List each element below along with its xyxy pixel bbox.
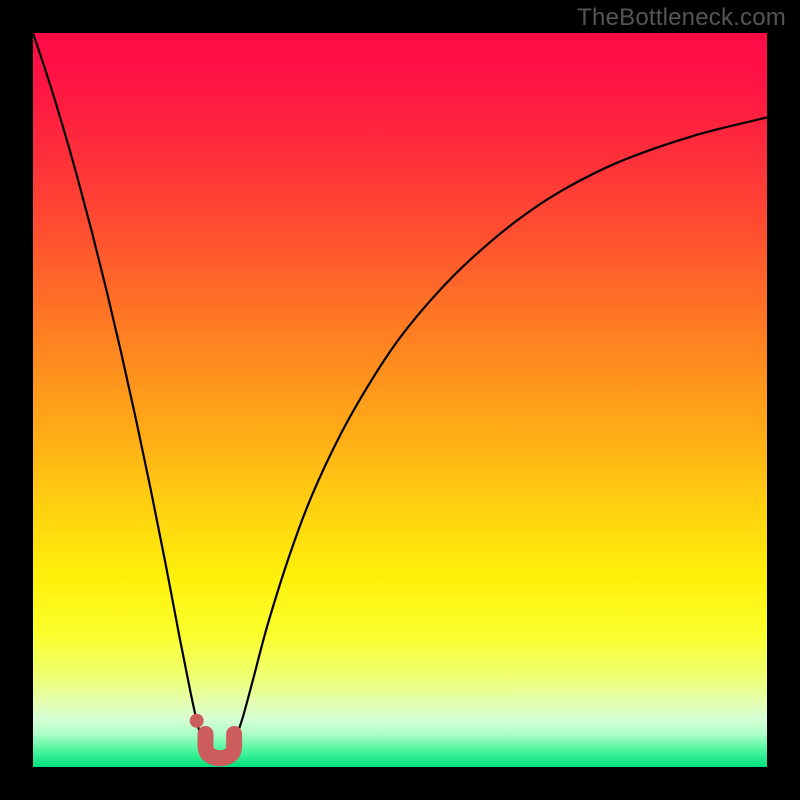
bottom-marker-dot xyxy=(190,714,204,728)
watermark-text: TheBottleneck.com xyxy=(577,4,786,32)
plot-background xyxy=(33,33,767,767)
chart-canvas: TheBottleneck.com xyxy=(0,0,800,800)
chart-svg xyxy=(0,0,800,800)
